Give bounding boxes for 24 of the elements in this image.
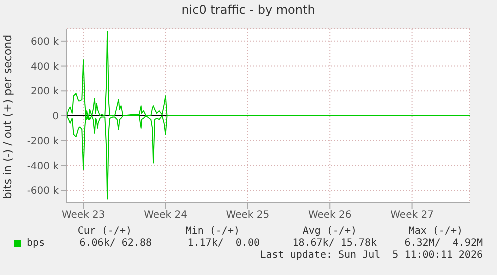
y-axis-title: bits in (-) / out (+) per second bbox=[2, 34, 14, 200]
y-tick-label: 200 k bbox=[30, 86, 60, 98]
y-tick-label: -600 k bbox=[27, 186, 60, 198]
y-tick-label: -400 k bbox=[27, 161, 60, 172]
x-tick-label: Week 24 bbox=[144, 210, 188, 222]
y-tick-label: 400 k bbox=[30, 62, 60, 73]
text: Avg (-/+) bbox=[302, 226, 357, 237]
text: Min (-/+) bbox=[186, 226, 240, 237]
x-tick-label: Week 26 bbox=[308, 210, 352, 222]
y-tick-label: 600 k bbox=[30, 36, 60, 48]
x-tick-label: Week 27 bbox=[390, 210, 434, 222]
text: 18.67k/ 15.78k bbox=[292, 238, 377, 249]
x-tick-label: Week 23 bbox=[62, 210, 106, 222]
y-tick-label: -200 k bbox=[27, 136, 60, 148]
text: Last update: Sun Jul 5 11:00:11 2026 bbox=[260, 250, 483, 261]
text: Max (-/+) bbox=[408, 226, 463, 237]
text: 1.17k/ 0.00 bbox=[188, 238, 260, 249]
legend-label: bps bbox=[27, 238, 46, 249]
chart-title: nic0 traffic - by month bbox=[180, 3, 316, 17]
y-tick-label: 0 bbox=[52, 112, 59, 123]
x-tick-label: Week 25 bbox=[226, 210, 270, 222]
text: Cur (-/+) bbox=[78, 226, 132, 237]
text: 6.32M/ 4.92M bbox=[404, 238, 483, 249]
text: 6.06k/ 62.88 bbox=[80, 238, 152, 249]
